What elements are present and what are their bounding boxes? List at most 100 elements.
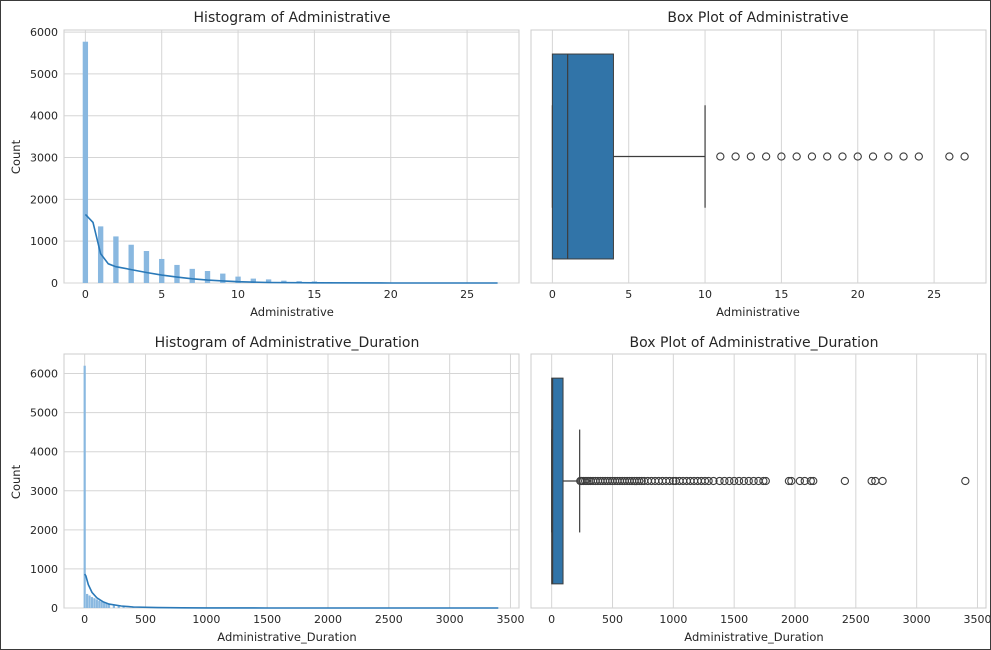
x-tick-label: 3500 bbox=[963, 613, 990, 626]
y-tick-label: 3000 bbox=[30, 485, 58, 498]
x-ticks: 0 500 1000 1500 2000 2500 3000 3500 bbox=[81, 613, 524, 626]
outlier-point bbox=[899, 152, 908, 161]
kde-curve bbox=[84, 213, 498, 284]
outlier-point bbox=[961, 476, 970, 486]
histogram-bar bbox=[189, 268, 195, 283]
histogram-bar bbox=[88, 595, 91, 608]
outlier-point bbox=[715, 476, 724, 486]
histogram-bar bbox=[82, 41, 89, 283]
histogram-bar bbox=[103, 602, 106, 608]
x-tick-label: 2500 bbox=[375, 613, 403, 626]
plot-frame bbox=[63, 353, 520, 609]
x-tick-label: 10 bbox=[698, 288, 712, 301]
plot-area-1: 0 5 10 15 20 25 0 1000 2000 3000 4000 5000 6000 bbox=[30, 26, 520, 301]
histogram-bar bbox=[265, 279, 272, 283]
y-ticks: 0 1000 2000 3000 4000 5000 6000 bbox=[30, 26, 58, 290]
chart-title: Histogram of Administrative bbox=[194, 10, 391, 26]
histogram-bar bbox=[86, 593, 89, 608]
x-tick-label: 0 bbox=[81, 613, 88, 626]
outlier-point bbox=[759, 476, 768, 486]
outlier-point bbox=[867, 476, 876, 486]
y-tick-label: 5000 bbox=[30, 68, 58, 81]
histogram-bar bbox=[174, 264, 180, 283]
outlier-point bbox=[787, 476, 796, 486]
outlier-point bbox=[700, 476, 710, 486]
y-tick-label: 6000 bbox=[30, 368, 58, 381]
histogram-bar bbox=[98, 600, 101, 608]
histogram-bar bbox=[128, 244, 134, 283]
panel-boxplot-administrative: Box Plot of Administrative 0 5 10 15 20 25 Ad… bbox=[530, 10, 987, 319]
x-tick-label: 0 bbox=[549, 288, 556, 301]
outlier-point bbox=[739, 476, 749, 486]
histogram-bar bbox=[235, 276, 241, 283]
outlier-point bbox=[716, 152, 725, 161]
outlier-point bbox=[914, 152, 923, 161]
outlier-point bbox=[731, 152, 740, 161]
outlier-point bbox=[838, 152, 847, 161]
iqr-box bbox=[551, 53, 614, 260]
panel-boxplot-administrative-duration: Box Plot of Administrative_Duration 0 500… bbox=[530, 335, 990, 644]
y-tick-label: 2000 bbox=[30, 193, 58, 206]
histogram-bar bbox=[83, 365, 86, 608]
x-tick-label: 20 bbox=[851, 288, 865, 301]
y-ticks: 0 1000 2000 3000 4000 5000 6000 bbox=[30, 368, 58, 615]
kde-curve bbox=[84, 573, 499, 609]
outlier-point bbox=[734, 476, 744, 486]
plot-area-2: 0 5 10 15 20 25 bbox=[530, 29, 987, 301]
outlier-point bbox=[730, 476, 739, 486]
plot-area-3: 0 500 1000 1500 2000 2500 3000 3500 0 1000 2000 30… bbox=[30, 353, 524, 626]
x-tick-label: 20 bbox=[384, 288, 398, 301]
histogram-bar bbox=[204, 270, 211, 283]
x-tick-label: 1000 bbox=[659, 613, 687, 626]
outlier-point bbox=[809, 476, 818, 486]
y-tick-label: 3000 bbox=[30, 152, 58, 165]
chart-title: Box Plot of Administrative bbox=[667, 10, 848, 26]
x-tick-label: 0 bbox=[548, 613, 555, 626]
y-tick-label: 5000 bbox=[30, 407, 58, 420]
y-axis-label: Count bbox=[9, 464, 23, 499]
chart-title: Box Plot of Administrative_Duration bbox=[630, 335, 879, 351]
outlier-point bbox=[792, 152, 801, 161]
outlier-point bbox=[823, 152, 832, 161]
outlier-point bbox=[777, 152, 786, 161]
x-tick-label: 0 bbox=[82, 288, 89, 301]
x-axis-label: Administrative bbox=[250, 305, 334, 319]
outlier-point bbox=[665, 476, 674, 486]
outlier-point bbox=[868, 152, 878, 161]
x-tick-label: 2000 bbox=[314, 613, 342, 626]
x-tick-label: 5 bbox=[158, 288, 165, 301]
iqr-box bbox=[551, 377, 564, 585]
histogram-bar bbox=[90, 597, 94, 608]
histogram-bar bbox=[113, 236, 119, 283]
y-axis-label: Count bbox=[9, 139, 23, 174]
x-axis-label: Administrative bbox=[716, 305, 800, 319]
histogram-bar bbox=[159, 258, 165, 283]
outlier-point bbox=[744, 476, 753, 486]
histogram-bar bbox=[220, 273, 226, 283]
outlier-point bbox=[945, 152, 954, 161]
box-plot bbox=[551, 53, 706, 260]
outlier-points bbox=[576, 476, 970, 486]
panel-histogram-administrative-duration: Histogram of Administrative_Duration 0 50… bbox=[9, 335, 524, 644]
outlier-point bbox=[746, 152, 756, 161]
outlier-point bbox=[884, 152, 893, 161]
histogram-bar bbox=[93, 598, 96, 608]
x-axis-label: Administrative_Duration bbox=[684, 630, 823, 644]
y-tick-label: 0 bbox=[51, 277, 58, 290]
outlier-point bbox=[761, 152, 771, 161]
box-plot bbox=[551, 377, 581, 585]
x-ticks: 0 5 10 15 20 25 bbox=[549, 288, 941, 301]
outlier-point bbox=[637, 476, 646, 486]
x-tick-label: 3000 bbox=[436, 613, 464, 626]
outlier-point bbox=[720, 476, 729, 486]
outlier-points bbox=[716, 152, 969, 161]
histogram-bar bbox=[105, 603, 108, 608]
histogram-bar bbox=[117, 605, 120, 608]
outlier-point bbox=[635, 476, 644, 486]
outlier-point bbox=[960, 152, 969, 161]
histogram-bar bbox=[107, 604, 111, 608]
x-tick-label: 1500 bbox=[720, 613, 748, 626]
outlier-point bbox=[749, 476, 758, 486]
